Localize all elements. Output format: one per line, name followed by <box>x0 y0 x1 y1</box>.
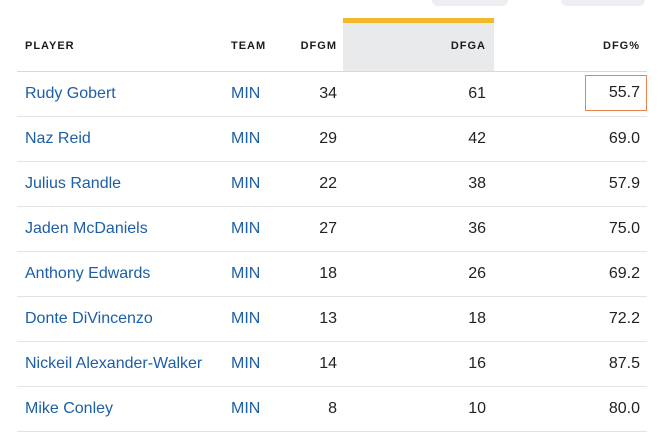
column-header-dfgm[interactable]: DFGM <box>289 18 343 72</box>
team-link[interactable]: MIN <box>223 206 289 252</box>
dfga-cell: 38 <box>343 161 494 207</box>
team-link[interactable]: MIN <box>223 71 289 117</box>
dfga-cell: 16 <box>343 341 494 387</box>
player-name-link[interactable]: Donte DiVincenzo <box>17 296 223 342</box>
team-link[interactable]: MIN <box>223 116 289 162</box>
column-header-team[interactable]: TEAM <box>223 18 289 72</box>
player-name-link[interactable]: Anthony Edwards <box>17 251 223 297</box>
dfg-pct-highlighted-value: 55.7 <box>585 75 647 111</box>
column-header-dfg-pct[interactable]: DFG% <box>494 18 647 72</box>
dfgm-cell: 29 <box>289 116 343 162</box>
team-link[interactable]: MIN <box>223 341 289 387</box>
table-row: Donte DiVincenzo MIN 13 18 72.2 <box>17 296 647 342</box>
dfgm-cell: 8 <box>289 386 343 432</box>
team-link[interactable]: MIN <box>223 251 289 297</box>
player-name-link[interactable]: Naz Reid <box>17 116 223 162</box>
dfgm-cell: 14 <box>289 341 343 387</box>
player-name-link[interactable]: Julius Randle <box>17 161 223 207</box>
dfg-pct-cell: 55.7 <box>494 71 647 117</box>
column-header-label: PLAYER <box>25 39 75 52</box>
player-name-link[interactable]: Nickeil Alexander-Walker <box>17 341 223 387</box>
dfg-pct-cell: 57.9 <box>494 161 647 207</box>
dfg-pct-cell: 69.2 <box>494 251 647 297</box>
player-name-link[interactable]: Mike Conley <box>17 386 223 432</box>
table-row: Nickeil Alexander-Walker MIN 14 16 87.5 <box>17 341 647 387</box>
dfg-pct-cell: 87.5 <box>494 341 647 387</box>
player-name-link[interactable]: Rudy Gobert <box>17 71 223 117</box>
dfga-cell: 61 <box>343 71 494 117</box>
table-row: Julius Randle MIN 22 38 57.9 <box>17 161 647 207</box>
dfga-cell: 42 <box>343 116 494 162</box>
team-link[interactable]: MIN <box>223 386 289 432</box>
column-header-label: TEAM <box>231 39 267 52</box>
column-header-player[interactable]: PLAYER <box>17 18 223 72</box>
dfgm-cell: 34 <box>289 71 343 117</box>
dfgm-cell: 13 <box>289 296 343 342</box>
toolbar-button-left[interactable] <box>432 0 508 6</box>
column-header-dfga[interactable]: DFGA <box>343 18 494 72</box>
table-row: Jaden McDaniels MIN 27 36 75.0 <box>17 206 647 252</box>
dfgm-cell: 22 <box>289 161 343 207</box>
team-link[interactable]: MIN <box>223 296 289 342</box>
table-header-row: PLAYER TEAM DFGM DFGA DFG% <box>17 18 647 72</box>
column-header-label: DFG% <box>603 39 640 52</box>
dfg-pct-cell: 80.0 <box>494 386 647 432</box>
column-header-label: DFGM <box>300 39 337 52</box>
dfg-pct-cell: 69.0 <box>494 116 647 162</box>
dfga-cell: 36 <box>343 206 494 252</box>
player-name-link[interactable]: Jaden McDaniels <box>17 206 223 252</box>
defense-stats-table: PLAYER TEAM DFGM DFGA DFG% Rudy Gobert M… <box>17 18 647 432</box>
dfgm-cell: 18 <box>289 251 343 297</box>
dfga-cell: 10 <box>343 386 494 432</box>
dfga-cell: 18 <box>343 296 494 342</box>
table-row: Rudy Gobert MIN 34 61 55.7 <box>17 71 647 117</box>
dfg-pct-cell: 75.0 <box>494 206 647 252</box>
dfg-pct-cell: 72.2 <box>494 296 647 342</box>
dfga-cell: 26 <box>343 251 494 297</box>
table-row: Naz Reid MIN 29 42 69.0 <box>17 116 647 162</box>
team-link[interactable]: MIN <box>223 161 289 207</box>
table-row: Mike Conley MIN 8 10 80.0 <box>17 386 647 432</box>
column-header-label: DFGA <box>450 39 486 52</box>
table-row: Anthony Edwards MIN 18 26 69.2 <box>17 251 647 297</box>
toolbar-button-right[interactable] <box>561 0 645 6</box>
dfgm-cell: 27 <box>289 206 343 252</box>
